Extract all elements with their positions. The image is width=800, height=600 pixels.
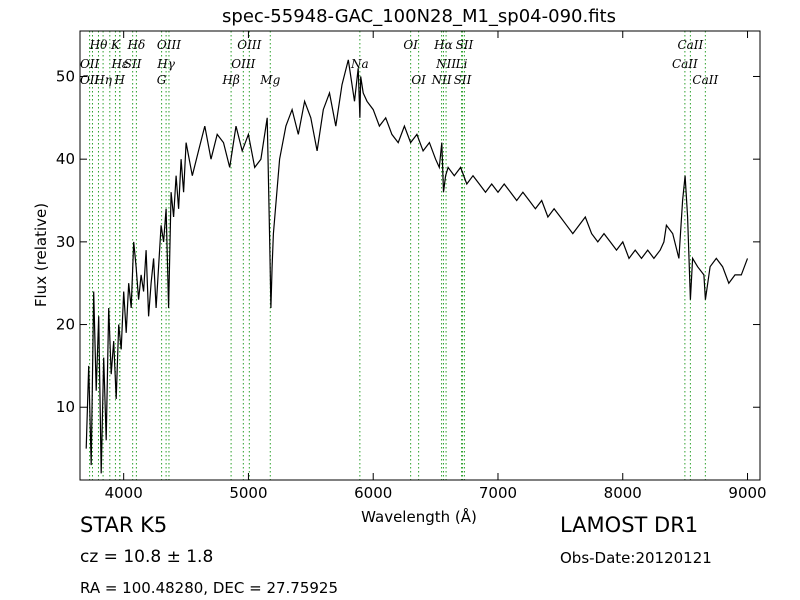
line-label-22: Hβ (221, 73, 239, 87)
line-label-19: Hη (93, 73, 112, 87)
object-classification: STAR K5 (80, 513, 168, 537)
spectral-line-markers (89, 31, 706, 480)
line-label-27: CaII (692, 73, 718, 87)
line-label-4: OIII (237, 38, 261, 52)
x-tick-label-2: 6000 (354, 484, 392, 502)
line-label-2: Hδ (127, 38, 146, 52)
spectrum-line (85, 59, 749, 474)
x-tick-label-3: 7000 (479, 484, 517, 502)
ra-dec-coordinates: RA = 100.48280, DEC = 27.75925 (80, 579, 339, 597)
line-label-21: G (157, 73, 167, 87)
line-label-13: OIII (231, 57, 255, 71)
line-label-0: Hθ (89, 38, 108, 52)
survey-name: LAMOST DR1 (560, 513, 699, 537)
line-label-6: Hα (433, 38, 453, 52)
x-axis-ticks: 4000 5000 6000 7000 8000 9000 (105, 31, 767, 502)
line-label-17: CaII (672, 57, 698, 71)
x-axis-label: Wavelength (Å) (361, 507, 477, 526)
y-tick-label-3: 40 (56, 150, 75, 168)
y-axis-ticks: 10 20 30 40 50 (56, 67, 760, 416)
x-tick-label-5: 9000 (728, 484, 766, 502)
line-label-25: NII (431, 73, 452, 87)
line-label-24: OI (411, 73, 426, 87)
line-label-15: NII (435, 57, 456, 71)
redshift-cz: cz = 10.8 ± 1.8 (80, 547, 214, 567)
observation-date: Obs-Date:20120121 (560, 549, 712, 567)
line-label-9: OII (80, 57, 100, 71)
line-label-14: Na (350, 57, 369, 71)
y-tick-label-2: 30 (56, 233, 75, 251)
line-label-3: OIII (157, 38, 181, 52)
line-label-20: H (113, 73, 125, 87)
y-tick-label-4: 50 (56, 67, 75, 85)
y-axis-label: Flux (relative) (32, 203, 50, 307)
line-label-16: Li (455, 57, 468, 71)
line-label-7: SII (456, 38, 474, 52)
line-label-12: Hγ (156, 57, 175, 71)
line-label-8: CaII (677, 38, 703, 52)
x-tick-label-4: 8000 (604, 484, 642, 502)
chart-title: spec-55948-GAC_100N28_M1_sp04-090.fits (222, 6, 616, 27)
plot-frame (79, 30, 761, 481)
line-label-23: Mg (259, 73, 280, 87)
y-tick-label-0: 10 (56, 398, 75, 416)
line-label-1: K (110, 38, 121, 52)
line-label-5: OI (403, 38, 418, 52)
line-label-26: SII (454, 73, 472, 87)
line-label-11: SII (124, 57, 142, 71)
line-label-10: Hε (110, 57, 128, 71)
x-tick-label-1: 5000 (229, 484, 267, 502)
x-tick-label-0: 4000 (105, 484, 143, 502)
y-tick-label-1: 20 (56, 316, 75, 334)
